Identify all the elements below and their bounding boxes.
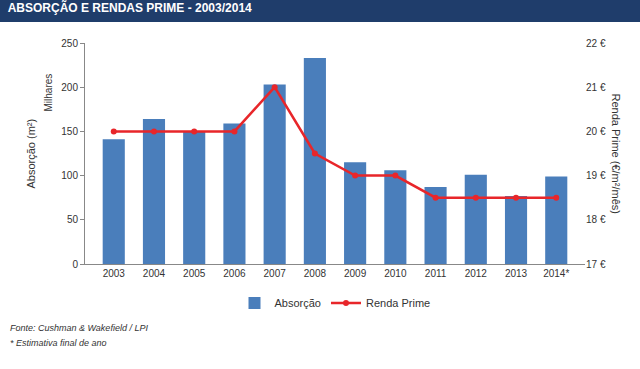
svg-text:Renda Prime (€/m²/mês): Renda Prime (€/m²/mês) bbox=[610, 94, 622, 214]
svg-text:2010: 2010 bbox=[384, 268, 407, 279]
svg-text:Absorção (m²): Absorção (m²) bbox=[25, 119, 37, 189]
svg-text:2011: 2011 bbox=[425, 268, 447, 279]
svg-text:Fonte: Cushman & Wakefield / L: Fonte: Cushman & Wakefield / LPI bbox=[10, 323, 148, 333]
svg-text:200: 200 bbox=[61, 82, 78, 93]
svg-text:22 €: 22 € bbox=[586, 38, 606, 49]
svg-text:Absorção: Absorção bbox=[275, 297, 321, 309]
svg-text:2008: 2008 bbox=[304, 268, 327, 279]
svg-text:Milhares: Milhares bbox=[43, 74, 54, 112]
svg-text:21 €: 21 € bbox=[586, 82, 606, 93]
svg-text:* Estimativa final de ano: * Estimativa final de ano bbox=[10, 338, 107, 348]
svg-text:50: 50 bbox=[67, 214, 79, 225]
svg-text:20 €: 20 € bbox=[586, 126, 606, 137]
svg-text:17 €: 17 € bbox=[586, 259, 606, 270]
svg-text:2005: 2005 bbox=[183, 268, 206, 279]
svg-text:2012: 2012 bbox=[465, 268, 488, 279]
svg-text:0: 0 bbox=[72, 259, 78, 270]
svg-text:2007: 2007 bbox=[264, 268, 287, 279]
svg-text:2004: 2004 bbox=[143, 268, 166, 279]
svg-text:2009: 2009 bbox=[344, 268, 367, 279]
svg-text:ABSORÇÃO E RENDAS PRIME - 2003: ABSORÇÃO E RENDAS PRIME - 2003/2014 bbox=[8, 0, 252, 15]
svg-text:18 €: 18 € bbox=[586, 214, 606, 225]
svg-text:Renda Prime: Renda Prime bbox=[366, 297, 430, 309]
svg-text:2014*: 2014* bbox=[543, 268, 569, 279]
svg-text:100: 100 bbox=[61, 170, 78, 181]
svg-text:2006: 2006 bbox=[223, 268, 246, 279]
svg-text:2013: 2013 bbox=[505, 268, 528, 279]
svg-text:2003: 2003 bbox=[103, 268, 126, 279]
svg-text:19 €: 19 € bbox=[586, 170, 606, 181]
svg-text:150: 150 bbox=[61, 126, 78, 137]
svg-text:250: 250 bbox=[61, 38, 78, 49]
